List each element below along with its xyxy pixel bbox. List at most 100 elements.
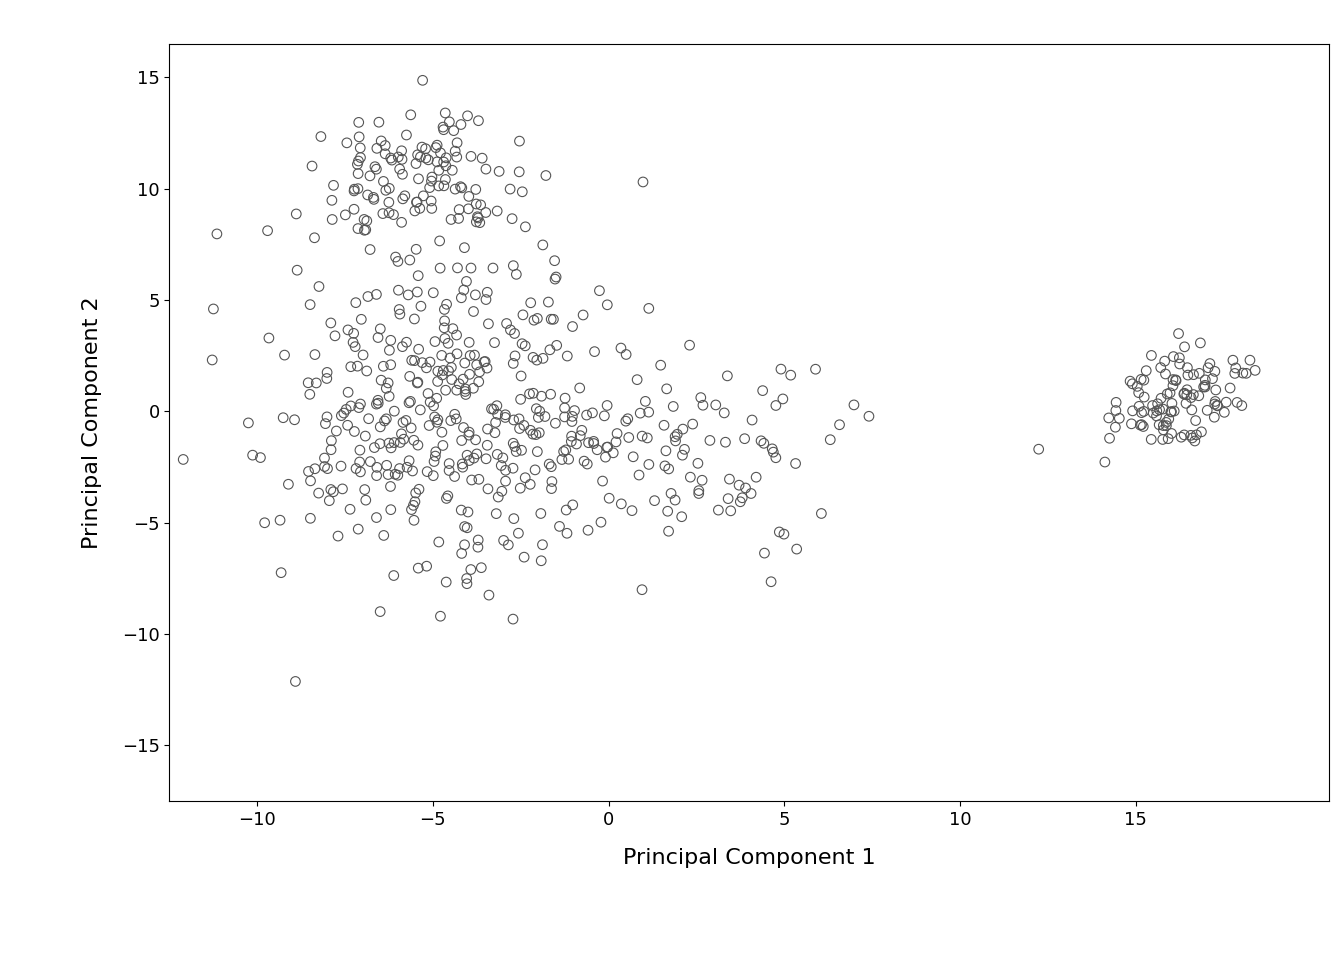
Point xyxy=(544,416,566,431)
Point xyxy=(730,494,751,510)
Point xyxy=(1149,402,1171,418)
Point xyxy=(319,493,340,509)
Point xyxy=(374,413,395,428)
Point xyxy=(1224,360,1246,375)
Point xyxy=(1164,403,1185,419)
Point xyxy=(785,456,806,471)
Point xyxy=(383,435,405,450)
Point xyxy=(250,450,271,466)
Point xyxy=(496,316,517,331)
Point xyxy=(353,212,375,228)
Point xyxy=(431,348,453,363)
Point xyxy=(476,360,497,375)
Point xyxy=(1206,382,1227,397)
Point xyxy=(681,417,703,432)
Point xyxy=(405,494,426,510)
Point xyxy=(578,435,599,450)
Point xyxy=(454,381,476,396)
Point xyxy=(421,201,442,216)
Point xyxy=(1176,387,1198,402)
Point xyxy=(617,411,638,426)
Point xyxy=(242,447,263,463)
Point xyxy=(403,513,425,528)
Point xyxy=(349,443,371,458)
Point xyxy=(540,312,562,327)
Point xyxy=(391,167,413,182)
Point xyxy=(746,469,767,485)
Point xyxy=(285,206,306,222)
Point xyxy=(500,181,521,197)
Point xyxy=(435,158,457,174)
Point xyxy=(333,405,355,420)
Point xyxy=(359,168,380,183)
Point xyxy=(358,289,379,304)
Point xyxy=(316,409,337,424)
Point xyxy=(1105,420,1126,435)
Point xyxy=(356,213,378,228)
Point xyxy=(538,295,559,310)
Point xyxy=(1129,398,1150,414)
Point xyxy=(1173,386,1195,401)
Point xyxy=(484,335,505,350)
Point xyxy=(269,513,290,528)
Point xyxy=(366,161,387,177)
Point xyxy=(450,117,472,132)
Point xyxy=(391,339,413,354)
Point xyxy=(363,190,384,205)
Point xyxy=(606,426,628,442)
Point xyxy=(458,424,480,440)
Point xyxy=(401,108,422,123)
Point xyxy=(505,267,527,282)
Point xyxy=(380,332,402,348)
Point xyxy=(343,202,364,217)
Point xyxy=(422,468,444,483)
Point xyxy=(655,458,676,473)
Point xyxy=(456,274,477,289)
Point xyxy=(505,444,527,459)
Point xyxy=(761,574,782,589)
Point xyxy=(829,417,851,432)
Point xyxy=(419,395,441,410)
Point xyxy=(375,146,396,161)
Point xyxy=(407,438,429,453)
Point xyxy=(520,295,542,310)
Point xyxy=(336,135,358,151)
Point xyxy=(379,343,401,358)
Point xyxy=(657,523,679,539)
Point xyxy=(1133,372,1154,388)
Point xyxy=(351,312,372,327)
Point xyxy=(503,511,524,526)
Point xyxy=(1152,401,1173,417)
Point xyxy=(728,477,750,492)
Point xyxy=(349,150,371,165)
Point xyxy=(458,202,480,217)
Point xyxy=(407,171,429,186)
Point xyxy=(441,212,462,228)
Point xyxy=(468,532,489,547)
Point xyxy=(495,463,516,478)
Point xyxy=(337,323,359,338)
Point xyxy=(391,426,413,442)
Point xyxy=(431,368,453,383)
Point xyxy=(301,158,323,174)
Point xyxy=(382,153,403,168)
Point xyxy=(442,321,464,336)
Point xyxy=(399,394,421,409)
Point xyxy=(597,440,618,455)
Point xyxy=(464,450,485,466)
Point xyxy=(434,313,456,328)
Point xyxy=(751,383,773,398)
Point xyxy=(602,445,624,461)
Point xyxy=(304,347,325,362)
Point xyxy=(430,609,452,624)
Point xyxy=(1195,379,1216,395)
Point xyxy=(450,290,472,305)
Point xyxy=(452,456,473,471)
Point xyxy=(656,381,677,396)
Point xyxy=(542,474,563,490)
Point xyxy=(1133,404,1154,420)
Point xyxy=(469,215,491,230)
Point xyxy=(504,348,526,364)
Point xyxy=(513,549,535,564)
Point xyxy=(598,491,620,506)
